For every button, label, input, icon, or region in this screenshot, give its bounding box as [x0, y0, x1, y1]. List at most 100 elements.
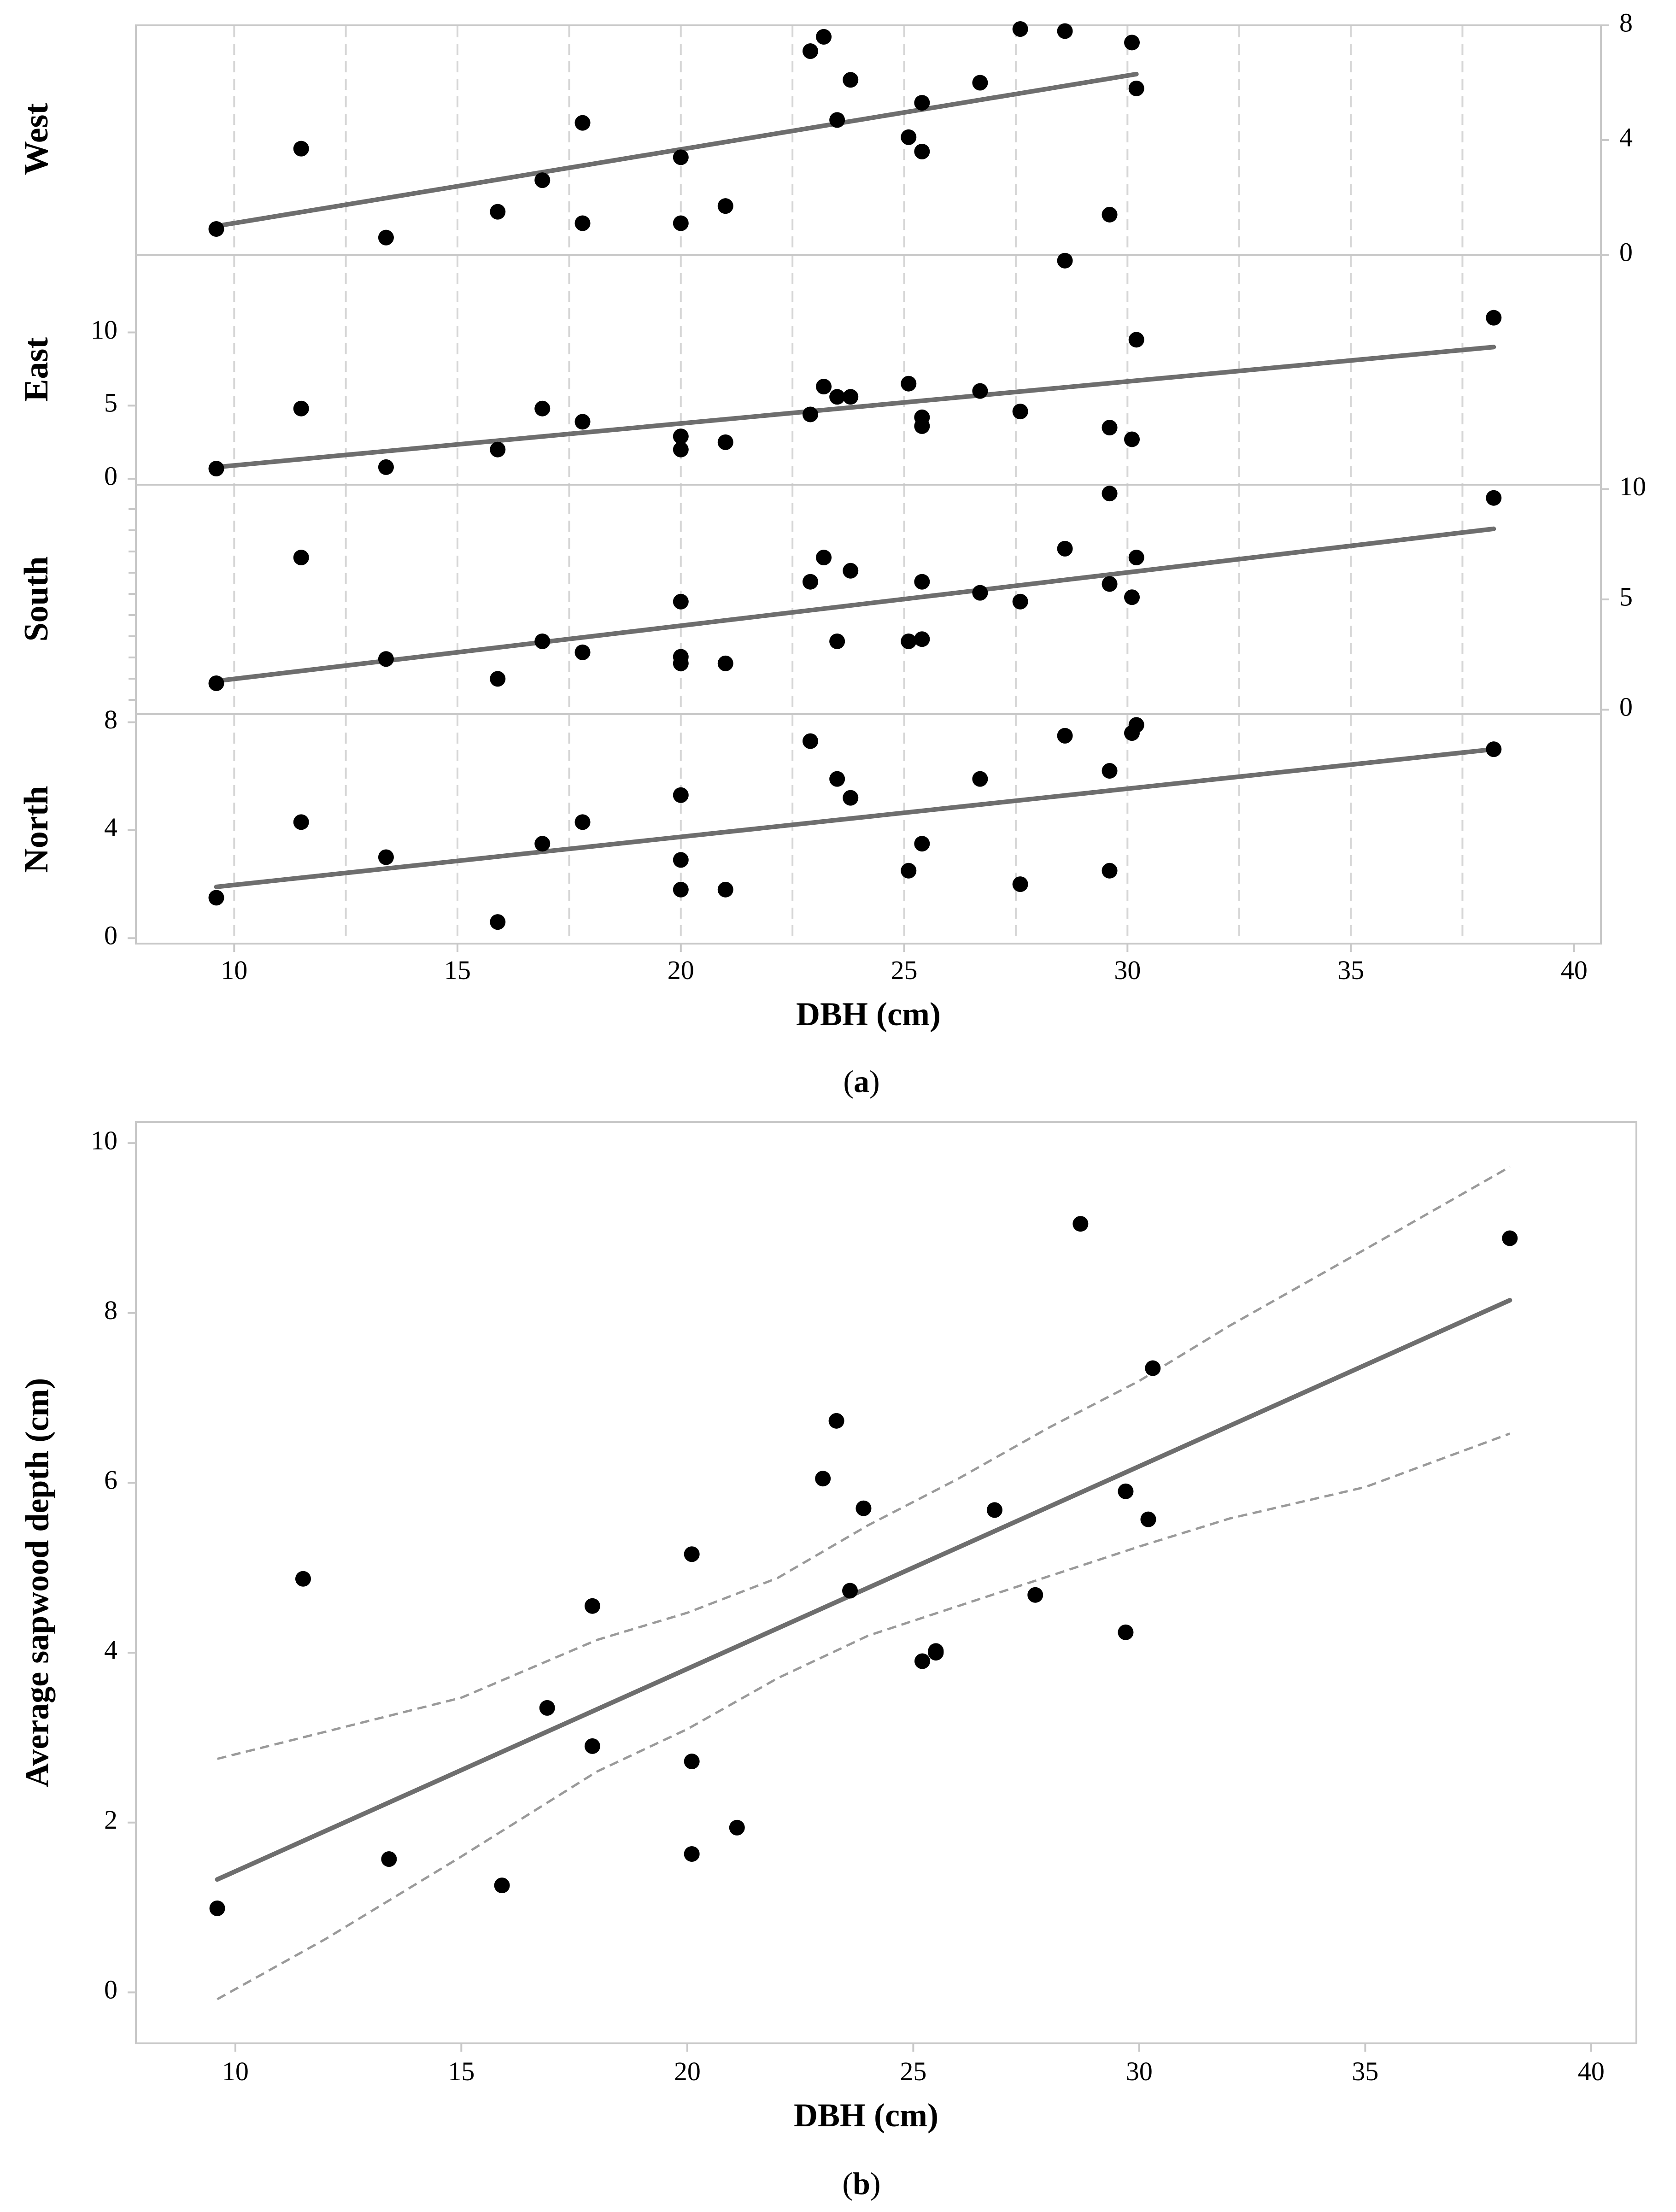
data-point	[1102, 206, 1118, 223]
y-tick-label: 5	[1619, 581, 1633, 611]
data-point	[208, 461, 224, 477]
data-point	[842, 1583, 858, 1599]
data-point	[843, 389, 859, 405]
x-tick-label: 40	[1578, 2056, 1605, 2086]
data-point	[829, 389, 845, 405]
data-point	[1072, 1216, 1089, 1232]
data-points	[209, 1216, 1518, 1916]
y-tick-label: 8	[104, 704, 117, 734]
data-point	[802, 43, 818, 59]
x-tick-label: 15	[448, 2056, 475, 2086]
x-tick-label: 25	[900, 2056, 926, 2086]
data-point	[1128, 80, 1144, 96]
y-tick-label: 2	[104, 1805, 117, 1835]
data-point	[717, 655, 733, 671]
data-point	[1124, 431, 1140, 447]
data-point	[816, 379, 832, 395]
fit-line-west	[214, 71, 1139, 229]
data-point	[684, 1546, 700, 1562]
data-point	[1057, 23, 1073, 39]
data-point	[986, 1502, 1002, 1518]
data-point	[717, 198, 733, 214]
data-point	[209, 1900, 225, 1916]
data-point	[1502, 1230, 1518, 1246]
data-point	[293, 814, 309, 830]
data-point	[972, 585, 988, 601]
upper-confidence-line	[217, 1166, 1511, 1760]
x-axis-title: DBH (cm)	[796, 996, 941, 1033]
fit-line-east	[214, 345, 1496, 469]
data-point	[843, 72, 859, 88]
data-point	[972, 771, 988, 787]
y-tick-label: 10	[1619, 471, 1646, 501]
y-tick-label: 0	[104, 461, 117, 491]
data-point	[914, 631, 930, 647]
data-point	[802, 406, 818, 422]
data-point	[673, 593, 689, 610]
data-point	[673, 881, 689, 898]
data-point	[534, 633, 551, 649]
y-tick-label: 0	[1619, 692, 1633, 722]
data-point	[802, 733, 818, 749]
x-tick-label: 40	[1561, 955, 1588, 985]
data-point	[490, 671, 506, 687]
data-point	[816, 550, 832, 566]
data-point	[684, 1846, 700, 1862]
data-point	[914, 836, 930, 852]
fit-line-south	[214, 526, 1496, 684]
facet-y-axes: 0 4 8 0 5 10 0 5 10 0 4 8	[91, 7, 1646, 950]
data-point	[208, 675, 224, 691]
data-point	[574, 115, 591, 131]
data-point	[295, 1571, 311, 1587]
fit-line-north	[214, 747, 1496, 889]
x-axis: 10 15 20 25 30 35 40	[221, 944, 1588, 985]
data-point	[1102, 420, 1118, 436]
data-point	[1128, 550, 1144, 566]
data-point	[729, 1819, 745, 1836]
data-point	[972, 383, 988, 399]
data-point	[574, 215, 591, 231]
data-point	[673, 428, 689, 445]
y-tick-label: 8	[1619, 7, 1633, 37]
data-point	[673, 215, 689, 231]
data-point	[1118, 1624, 1134, 1640]
y-tick-label: 0	[1619, 237, 1633, 267]
data-point	[914, 418, 930, 434]
data-point	[1486, 310, 1502, 326]
x-tick-label: 10	[222, 2056, 249, 2086]
data-point	[490, 441, 506, 458]
data-point	[815, 1471, 831, 1487]
data-point	[574, 644, 591, 660]
data-point	[673, 852, 689, 868]
panel-caption-a: (a)	[843, 1064, 879, 1099]
confidence-band	[217, 1166, 1511, 2001]
data-point	[1486, 741, 1502, 757]
y-tick-label: 4	[1619, 122, 1633, 152]
data-point	[1012, 21, 1028, 37]
data-point	[901, 633, 917, 649]
data-point	[378, 459, 394, 475]
data-point	[1118, 1483, 1134, 1499]
data-point	[378, 849, 394, 865]
data-point	[843, 790, 859, 806]
data-point	[1128, 332, 1144, 348]
data-point	[901, 376, 917, 392]
data-point	[378, 651, 394, 667]
data-point	[843, 563, 859, 579]
data-point	[901, 863, 917, 879]
data-point	[856, 1500, 872, 1516]
data-point	[293, 400, 309, 417]
data-point	[901, 129, 917, 145]
data-point	[293, 141, 309, 157]
x-axis-title: DBH (cm)	[794, 2097, 938, 2134]
data-point	[1102, 863, 1118, 879]
data-point	[534, 400, 551, 417]
data-point	[829, 112, 845, 128]
x-tick-label: 30	[1126, 2056, 1153, 2086]
x-tick-label: 15	[444, 955, 471, 985]
regression-scatter-chart: 0 2 4 6 8 10 10 15 20 25 30 35 40 Average sapwood d…	[19, 1121, 1637, 2201]
data-point	[539, 1700, 555, 1716]
data-point	[1057, 252, 1073, 269]
data-point	[1128, 717, 1144, 733]
